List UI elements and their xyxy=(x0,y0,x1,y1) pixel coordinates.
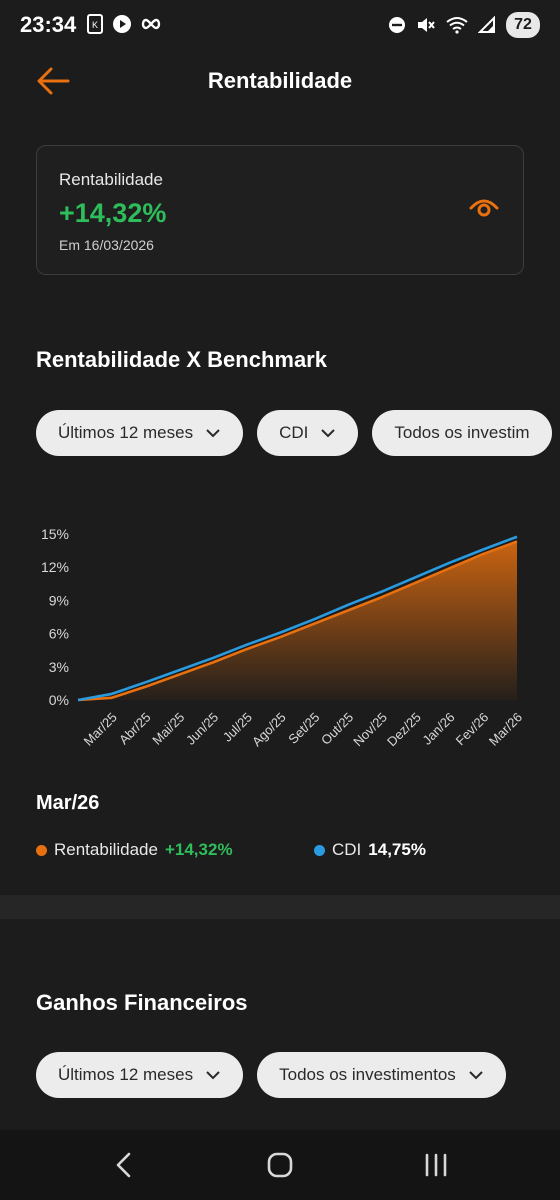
chevron-down-icon xyxy=(320,428,336,438)
infinity-icon xyxy=(140,17,162,31)
y-tick-label: 6% xyxy=(49,626,69,642)
chevron-down-icon xyxy=(468,1070,484,1080)
rentabilidade-line xyxy=(77,540,518,702)
x-tick-label: Dez/25 xyxy=(384,710,424,750)
legend-label: CDI xyxy=(332,840,362,859)
svg-text:K: K xyxy=(92,20,98,30)
summary-date: Em 16/03/2026 xyxy=(59,237,154,253)
arrow-left-icon xyxy=(37,67,70,95)
gains-investments-filter-chip[interactable]: Todos os investimentos xyxy=(257,1052,506,1098)
eye-icon xyxy=(469,199,499,217)
section-divider xyxy=(0,895,560,919)
benchmark-filter-label: CDI xyxy=(279,423,309,442)
nav-back-button[interactable] xyxy=(104,1150,144,1180)
y-tick-label: 9% xyxy=(49,592,69,608)
x-tick-label: Mai/25 xyxy=(149,710,187,748)
period-filter-label: Últimos 12 meses xyxy=(58,423,194,442)
chevron-down-icon xyxy=(205,428,221,438)
battery-indicator: 72 xyxy=(506,12,540,38)
chart-legend: Rentabilidade +14,32% CDI 14,75% xyxy=(36,840,536,864)
summary-label: Rentabilidade xyxy=(59,170,163,189)
gains-filters: Últimos 12 meses Todos os investimentos xyxy=(36,1052,506,1098)
legend-value: +14,32% xyxy=(164,840,233,859)
gains-period-filter-chip[interactable]: Últimos 12 meses xyxy=(36,1052,244,1098)
cdi-line xyxy=(77,535,518,702)
x-tick-label: Out/25 xyxy=(318,710,356,748)
benchmark-filters: Últimos 12 meses CDI Todos os investim xyxy=(36,410,552,456)
y-tick-label: 12% xyxy=(41,559,69,575)
selected-period: Mar/26 xyxy=(36,792,100,814)
gains-period-filter-label: Últimos 12 meses xyxy=(58,1065,194,1084)
play-icon xyxy=(112,14,132,34)
x-tick-label: Nov/25 xyxy=(350,710,390,750)
investments-filter-label: Todos os investim xyxy=(394,423,530,442)
legend-dot xyxy=(314,844,325,856)
wifi-icon xyxy=(446,16,468,34)
legend-dot xyxy=(36,844,47,856)
benchmark-title: Rentabilidade X Benchmark xyxy=(36,347,327,372)
period-filter-chip[interactable]: Últimos 12 meses xyxy=(36,410,244,456)
summary-card: Rentabilidade +14,32% Em 16/03/2026 xyxy=(36,145,524,275)
status-time: 23:34 xyxy=(20,12,77,37)
x-tick-label: Set/25 xyxy=(285,710,322,747)
chevron-down-icon xyxy=(205,1070,221,1080)
gains-investments-filter-label: Todos os investimentos xyxy=(279,1065,456,1084)
status-left-icons: K xyxy=(86,14,162,34)
summary-value: +14,32% xyxy=(59,198,167,228)
status-right-icons: 72 xyxy=(388,12,540,38)
do-not-disturb-icon xyxy=(388,16,406,34)
y-tick-label: 3% xyxy=(49,659,69,675)
header: Rentabilidade xyxy=(0,56,560,106)
toggle-visibility-button[interactable] xyxy=(467,192,501,222)
home-nav-icon xyxy=(267,1152,293,1178)
legend-item-rentabilidade: Rentabilidade +14,32% xyxy=(36,840,233,860)
investments-filter-chip[interactable]: Todos os investim xyxy=(372,410,552,456)
legend-label: Rentabilidade xyxy=(54,840,158,859)
recents-nav-icon xyxy=(425,1153,447,1177)
back-button[interactable] xyxy=(34,64,74,98)
x-tick-label: Abr/25 xyxy=(116,710,154,748)
page-title: Rentabilidade xyxy=(207,68,353,93)
legend-item-cdi: CDI 14,75% xyxy=(314,840,426,860)
x-tick-label: Fev/26 xyxy=(453,710,492,749)
nav-home-button[interactable] xyxy=(260,1150,300,1180)
rentabilidade-area xyxy=(78,541,517,700)
signal-icon xyxy=(478,16,496,34)
y-tick-label: 0% xyxy=(49,692,69,708)
x-tick-label: Mar/26 xyxy=(486,710,525,749)
y-tick-label: 15% xyxy=(41,526,69,542)
app-notification-icon: K xyxy=(86,14,104,34)
x-tick-label: Mar/25 xyxy=(81,710,120,749)
mute-icon xyxy=(416,16,436,34)
gains-title: Ganhos Financeiros xyxy=(36,990,248,1015)
benchmark-filter-chip[interactable]: CDI xyxy=(257,410,359,456)
x-tick-label: Jun/25 xyxy=(183,710,221,748)
status-bar: 23:34 K 72 xyxy=(0,0,560,52)
nav-recents-button[interactable] xyxy=(416,1150,456,1180)
legend-value: 14,75% xyxy=(368,840,426,859)
x-tick-label: Jan/26 xyxy=(419,710,457,748)
x-tick-label: Ago/25 xyxy=(249,710,289,750)
back-nav-icon xyxy=(116,1152,131,1178)
system-nav-bar xyxy=(0,1130,560,1200)
